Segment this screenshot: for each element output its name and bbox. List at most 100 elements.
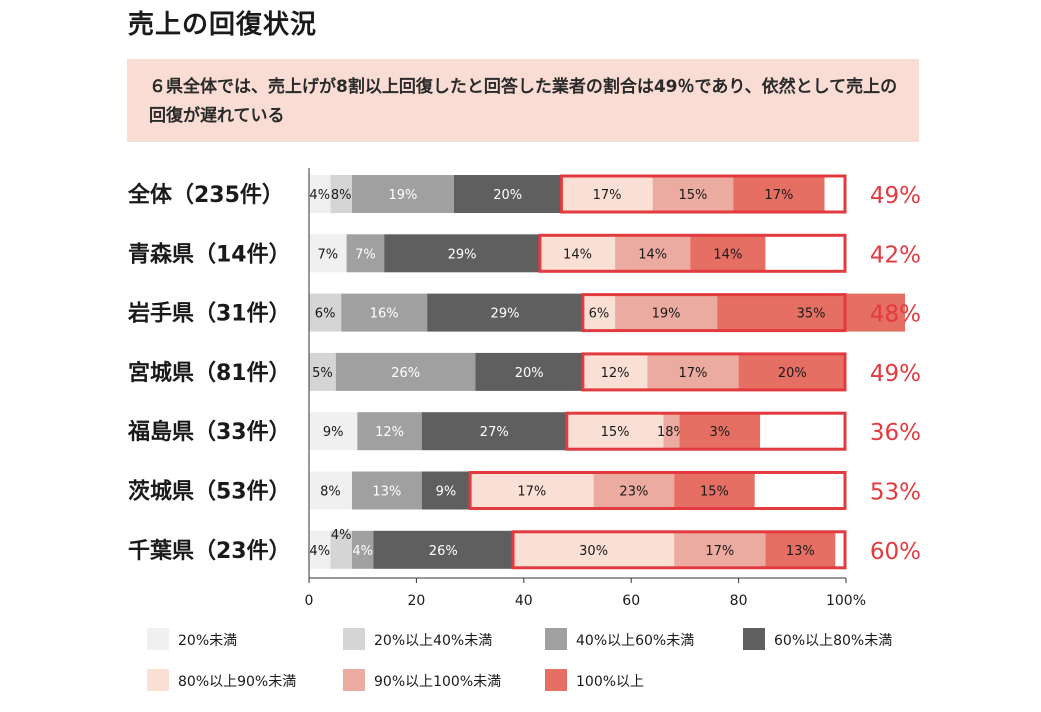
total-80-plus-label: 60% [870,539,921,565]
bar-segment [652,175,734,213]
bar-segment [309,530,331,569]
x-tick-label: 0 [305,593,314,609]
bar-segment [765,530,836,569]
segment-value-label: 6% [589,307,610,322]
segment-value-label: 20% [515,366,544,381]
segment-value-label: 9% [436,485,457,500]
category-label: 茨城県（53件） [128,479,291,505]
segment-value-label: 16% [370,307,399,322]
bar-segment [351,471,422,510]
legend-label: 100%以上 [576,674,644,690]
legend-label: 60%以上80%未満 [774,633,892,649]
bar-segment [566,412,664,451]
segment-value-label: 15% [700,485,729,500]
category-label: 千葉県（23件） [128,539,291,564]
segment-value-label: 4% [309,544,330,559]
bar-segment [351,175,454,213]
total-80-plus-label: 42% [870,242,921,268]
segment-value-label: 29% [491,307,520,322]
segment-value-label: 26% [429,544,458,559]
segment-value-label: 19% [652,307,681,322]
bar-segment [309,234,347,273]
legend-label: 20%未満 [178,633,237,649]
segment-value-label: 7% [355,247,376,262]
highlight-frame [559,174,847,214]
segment-value-label: 30% [579,544,608,559]
bar-segment [309,175,331,213]
total-80-plus-label: 48% [870,302,921,328]
bar-segment [427,293,583,332]
legend-swatch [343,628,365,650]
segment-value-label: 15% [601,425,630,440]
segment-value-label: 8% [320,485,341,500]
segment-value-label: 17% [679,366,708,381]
segment-value-label: 13% [372,485,401,500]
segment-value-label: 29% [448,247,477,262]
segment-value-label: 20% [493,188,522,203]
category-label: 岩手県（31件） [127,302,291,327]
category-label: 宮城県（81件） [128,360,291,386]
bar-segment [309,412,358,451]
segment-value-label: 20% [778,366,807,381]
bar-segment [421,412,567,451]
bar-segment [309,293,342,332]
bar-segment [582,293,616,332]
bar-segment [679,412,761,451]
segment-value-label: 26% [391,366,420,381]
segment-value-label: 14% [638,247,667,262]
x-tick-label: 20 [407,593,425,609]
segment-value-label: 14% [563,247,592,262]
bar-segment [309,471,352,510]
segment-value-label: 4% [352,544,373,559]
bar-segment [647,352,739,391]
segment-value-label: 5% [312,366,333,381]
highlight-frame [468,471,847,510]
segment-value-label: 23% [619,485,648,500]
bar-segment [733,175,825,213]
segment-value-label: 12% [601,366,630,381]
segment-value-label: 8% [331,188,352,203]
segment-value-label: 13% [786,544,815,559]
bar-segment [663,412,680,451]
segment-value-label: 17% [593,188,622,203]
bar-segment [674,530,766,569]
segment-value-label: 3% [709,425,730,440]
legend-label: 20%以上40%未満 [374,633,492,649]
bar-segment [539,234,616,273]
category-label: 福島県（33件） [127,419,291,445]
bar-segment [346,234,385,273]
segment-value-label: 9% [323,425,344,440]
x-tick-label: 60 [622,593,640,609]
category-label: 全体（235件） [127,182,284,208]
x-tick-label: 40 [515,593,533,609]
bar-segment [513,530,675,569]
segment-value-label: 35% [797,307,826,322]
segment-value-label: 18% [657,425,686,440]
total-80-plus-label: 53% [870,480,921,506]
bar-segment [357,412,422,451]
bar-segment [475,352,583,391]
bar-segment [738,352,846,391]
bar-segment [335,352,476,391]
segment-value-label: 14% [713,247,742,262]
segment-value-label: 6% [315,307,336,322]
bar-segment [582,352,648,391]
highlight-frame [538,233,847,273]
bar-segment [384,234,540,273]
segment-value-label: 27% [480,425,509,440]
legend-swatch [147,669,169,691]
highlight-frame [511,530,847,570]
legend-label: 80%以上90%未満 [178,674,296,690]
bar-segment [330,175,352,213]
total-80-plus-label: 49% [870,361,921,387]
segment-value-label: 17% [764,188,793,203]
category-label: 青森県（14件） [128,241,291,267]
bar-segment [674,471,755,510]
segment-value-label: 12% [375,425,404,440]
x-tick-label: 100% [826,593,866,609]
bar-segment [561,175,653,213]
summary-box: ６県全体では、売上げが8割以上回復したと回答した業者の割合は49％であり、依然と… [127,59,919,142]
bar-segment [615,293,718,332]
segment-value-label: 17% [517,485,546,500]
segment-value-label: 17% [705,544,734,559]
